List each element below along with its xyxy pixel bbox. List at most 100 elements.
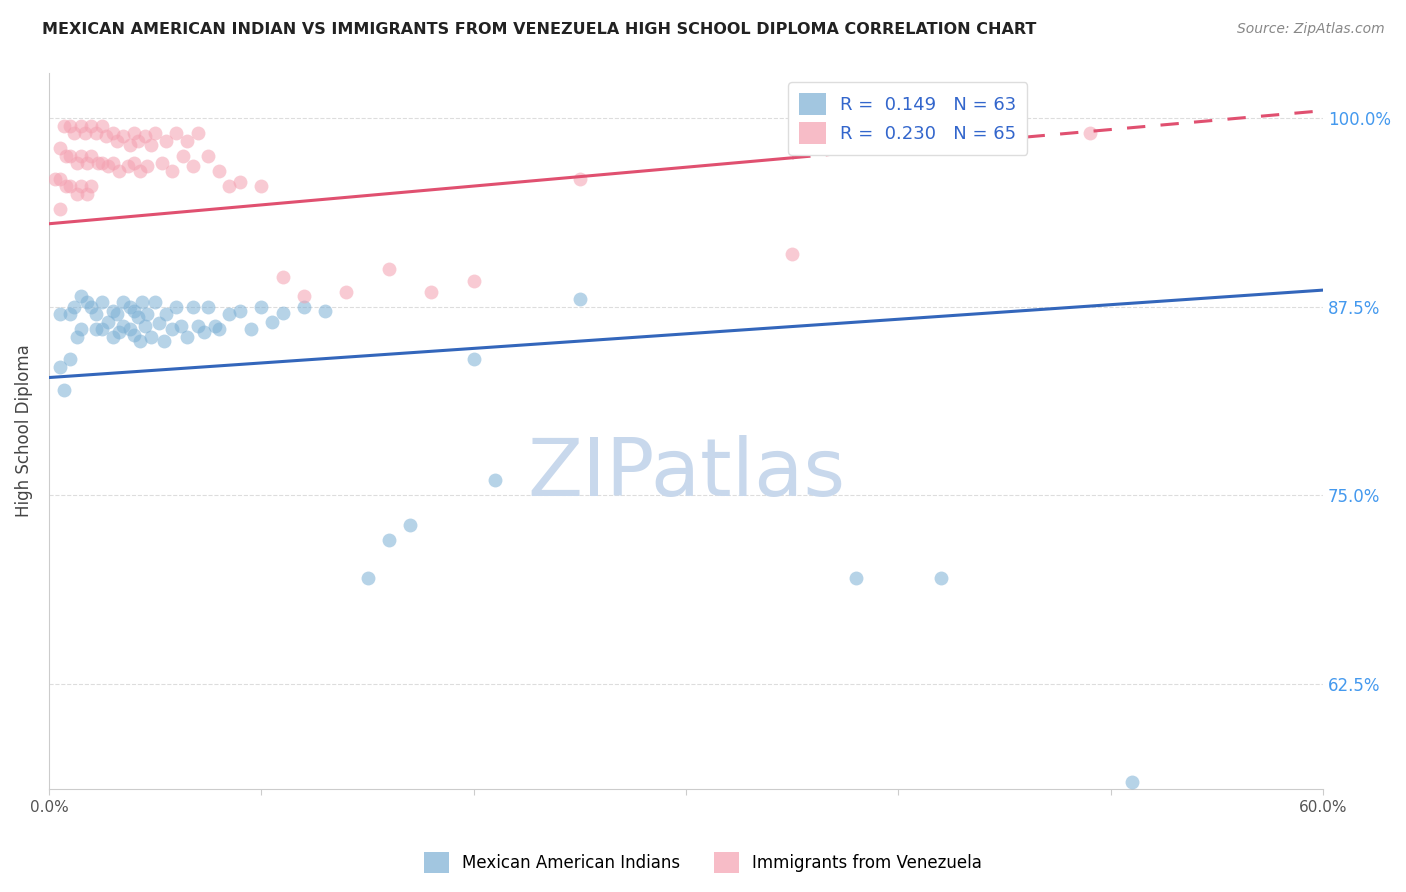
Point: [112, 295, 135, 310]
Point: [292, 289, 315, 303]
Point: [197, 149, 219, 163]
Point: [87, 156, 110, 170]
Point: [65, 186, 87, 201]
Point: [250, 179, 273, 194]
Point: [155, 134, 177, 148]
Point: [48, 202, 70, 216]
Point: [165, 126, 187, 140]
Point: [176, 134, 198, 148]
Point: [169, 319, 191, 334]
Point: [65, 156, 87, 170]
Point: [63, 126, 86, 140]
Point: [135, 160, 157, 174]
Point: [127, 310, 149, 325]
Point: [1078, 126, 1101, 140]
Point: [399, 518, 422, 533]
Point: [52, 119, 75, 133]
Point: [131, 295, 153, 310]
Point: [91, 119, 114, 133]
Point: [91, 295, 114, 310]
Point: [208, 164, 231, 178]
Point: [59, 352, 82, 367]
Point: [118, 138, 141, 153]
Point: [48, 141, 70, 155]
Point: [52, 383, 75, 397]
Point: [218, 179, 240, 194]
Point: [44, 171, 66, 186]
Point: [108, 326, 131, 340]
Point: [229, 175, 252, 189]
Point: [69, 119, 91, 133]
Text: ZIPatlas: ZIPatlas: [527, 435, 845, 513]
Point: [55, 149, 77, 163]
Point: [143, 126, 166, 140]
Point: [59, 149, 82, 163]
Point: [197, 300, 219, 314]
Point: [250, 300, 273, 314]
Point: [148, 316, 170, 330]
Point: [129, 334, 152, 349]
Point: [105, 307, 128, 321]
Point: [76, 156, 98, 170]
Point: [484, 473, 506, 487]
Point: [91, 156, 114, 170]
Point: [76, 295, 98, 310]
Point: [84, 322, 107, 336]
Point: [108, 164, 131, 178]
Point: [48, 171, 70, 186]
Point: [271, 269, 294, 284]
Point: [122, 156, 145, 170]
Point: [101, 126, 124, 140]
Point: [208, 322, 231, 336]
Point: [80, 300, 103, 314]
Point: [292, 300, 315, 314]
Point: [101, 156, 124, 170]
Point: [75, 126, 97, 140]
Point: [152, 334, 174, 349]
Point: [239, 322, 262, 336]
Point: [69, 179, 91, 194]
Point: [845, 571, 868, 585]
Point: [463, 352, 485, 367]
Point: [135, 307, 157, 321]
Point: [112, 129, 135, 144]
Point: [377, 533, 399, 548]
Point: [463, 274, 485, 288]
Point: [105, 134, 128, 148]
Point: [117, 160, 139, 174]
Point: [91, 322, 114, 336]
Point: [84, 126, 107, 140]
Point: [127, 134, 149, 148]
Point: [118, 300, 141, 314]
Point: [165, 300, 187, 314]
Point: [122, 304, 145, 318]
Point: [187, 126, 209, 140]
Legend: Mexican American Indians, Immigrants from Venezuela: Mexican American Indians, Immigrants fro…: [418, 846, 988, 880]
Point: [193, 326, 215, 340]
Point: [80, 119, 103, 133]
Point: [314, 304, 336, 318]
Point: [568, 171, 591, 186]
Point: [377, 262, 399, 277]
Point: [160, 164, 183, 178]
Point: [59, 307, 82, 321]
Point: [112, 319, 135, 334]
Point: [101, 330, 124, 344]
Point: [568, 292, 591, 306]
Point: [48, 307, 70, 321]
Point: [356, 571, 378, 585]
Point: [80, 179, 103, 194]
Point: [129, 164, 152, 178]
Point: [271, 306, 294, 320]
Point: [69, 289, 91, 303]
Point: [80, 149, 103, 163]
Point: [218, 307, 240, 321]
Point: [229, 304, 252, 318]
Point: [139, 138, 162, 153]
Point: [335, 285, 357, 299]
Point: [65, 330, 87, 344]
Point: [84, 307, 107, 321]
Point: [1121, 774, 1143, 789]
Point: [96, 129, 118, 144]
Point: [122, 126, 145, 140]
